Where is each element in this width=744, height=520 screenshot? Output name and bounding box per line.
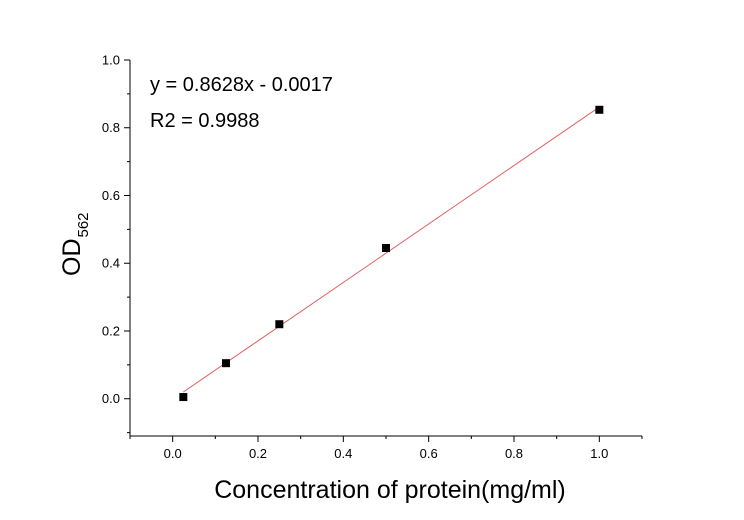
y-tick-label: 0.8 <box>102 120 120 135</box>
data-point <box>179 393 188 402</box>
data-points <box>179 105 604 402</box>
y-axis-title-subscript: 562 <box>75 212 92 237</box>
data-point <box>222 359 230 368</box>
x-tick-label: 0.4 <box>334 446 352 461</box>
y-tick-label: 1.0 <box>102 53 120 68</box>
annotations: y = 0.8628x - 0.0017 R2 = 0.9988 <box>150 74 333 132</box>
regression-equation: y = 0.8628x - 0.0017 <box>150 74 333 96</box>
x-tick-label: 0.8 <box>505 446 523 461</box>
data-point <box>595 105 604 114</box>
data-point <box>275 320 284 329</box>
y-tick-label: 0.4 <box>102 256 120 271</box>
r-squared-value: R2 = 0.9988 <box>150 110 260 132</box>
x-tick-label: 0.6 <box>420 446 438 461</box>
y-axis-title-main: OD <box>58 239 86 277</box>
fit-line <box>183 106 600 393</box>
fit-line-group <box>183 106 600 393</box>
y-tick-label: 0.0 <box>102 391 120 406</box>
x-tick-label: 0.2 <box>249 446 267 461</box>
axes: 0.0 0.2 0.4 0.6 0.8 1.0 0.0 0.2 0.4 0.6 0.8 1.0 <box>102 53 643 461</box>
axis-titles: Concentration of protein(mg/ml) OD 562 <box>58 212 566 504</box>
y-tick-label: 0.6 <box>102 188 120 203</box>
x-tick-label: 0.0 <box>164 446 182 461</box>
data-point <box>382 244 390 252</box>
x-tick-label: 1.0 <box>590 446 608 461</box>
y-tick-label: 0.2 <box>102 323 120 338</box>
y-axis-title: OD 562 <box>58 212 92 276</box>
x-axis-title: Concentration of protein(mg/ml) <box>214 476 566 504</box>
